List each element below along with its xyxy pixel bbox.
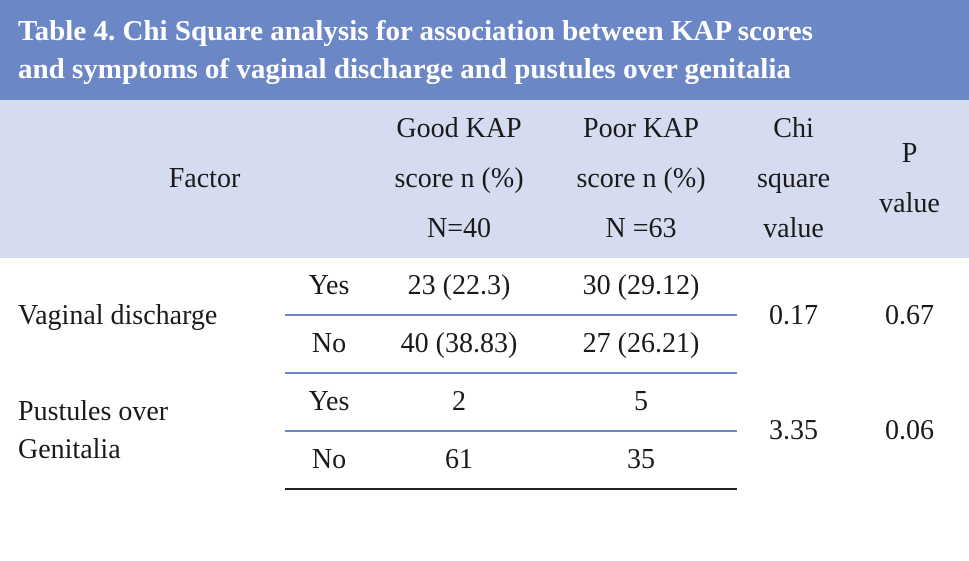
vaginal-yes-label: Yes bbox=[285, 258, 373, 316]
chi-square-table: Factor Good KAP score n (%) N=40 Poor KA… bbox=[0, 100, 969, 490]
table-row: Pustules over Genitalia Yes 2 5 3.35 0.0… bbox=[0, 373, 969, 465]
pustules-no-good: 61 bbox=[373, 431, 545, 490]
vaginal-p-value: 0.67 bbox=[885, 299, 934, 331]
header-poor-kap: Poor KAP score n (%) N =63 bbox=[545, 100, 737, 258]
table-title-bar: Table 4. Chi Square analysis for associa… bbox=[0, 0, 969, 100]
header-good-kap: Good KAP score n (%) N=40 bbox=[373, 100, 545, 258]
table-row: Vaginal discharge Yes 23 (22.3) 30 (29.1… bbox=[0, 258, 969, 331]
vaginal-no-good: 40 (38.83) bbox=[373, 315, 545, 374]
factor-pustules-line-2: Genitalia bbox=[18, 434, 121, 465]
vaginal-yes-good: 23 (22.3) bbox=[373, 258, 545, 316]
factor-pustules-line-1: Pustules over bbox=[18, 396, 169, 427]
header-poor-line-1: Poor KAP bbox=[583, 113, 699, 144]
vaginal-no-label: No bbox=[285, 315, 373, 374]
pustules-yes-good: 2 bbox=[373, 373, 545, 432]
header-p-line-1: P bbox=[901, 138, 918, 169]
table-row: No 61 35 bbox=[0, 431, 969, 490]
header-row: Factor Good KAP score n (%) N=40 Poor KA… bbox=[0, 100, 969, 258]
header-factor: Factor bbox=[0, 100, 373, 258]
header-good-line-3: N=40 bbox=[426, 213, 491, 244]
pustules-no-poor: 35 bbox=[545, 431, 737, 490]
header-chi-line-2: square bbox=[756, 163, 831, 194]
vaginal-yes-poor: 30 (29.12) bbox=[545, 258, 737, 316]
header-poor-line-2: score n (%) bbox=[576, 163, 706, 194]
header-good-line-1: Good KAP bbox=[396, 113, 522, 144]
header-p-line-2: value bbox=[879, 188, 940, 219]
table-title-line-1: Table 4. Chi Square analysis for associa… bbox=[18, 15, 813, 47]
pustules-yes-label: Yes bbox=[285, 373, 373, 432]
pustules-p-value: 0.06 bbox=[885, 415, 934, 446]
vaginal-no-poor: 27 (26.21) bbox=[545, 315, 737, 374]
pustules-chi-value: 3.35 bbox=[769, 415, 818, 446]
header-chi-line-3: value bbox=[763, 213, 824, 244]
pustules-no-label: No bbox=[285, 431, 373, 490]
header-good-line-2: score n (%) bbox=[394, 163, 524, 194]
header-chi-square: Chi square value bbox=[737, 100, 850, 258]
header-chi-line-1: Chi bbox=[773, 113, 814, 144]
header-p-value: P value bbox=[850, 100, 969, 258]
table-title-line-2: and symptoms of vaginal discharge and pu… bbox=[18, 53, 791, 85]
vaginal-chi-value: 0.17 bbox=[769, 299, 818, 331]
factor-vaginal-discharge: Vaginal discharge bbox=[18, 299, 218, 331]
factor-pustules-genitalia: Pustules over Genitalia bbox=[0, 373, 285, 489]
header-poor-line-3: N =63 bbox=[605, 213, 677, 244]
table-row: No 40 (38.83) 27 (26.21) bbox=[0, 315, 969, 374]
pustules-yes-poor: 5 bbox=[545, 373, 737, 432]
